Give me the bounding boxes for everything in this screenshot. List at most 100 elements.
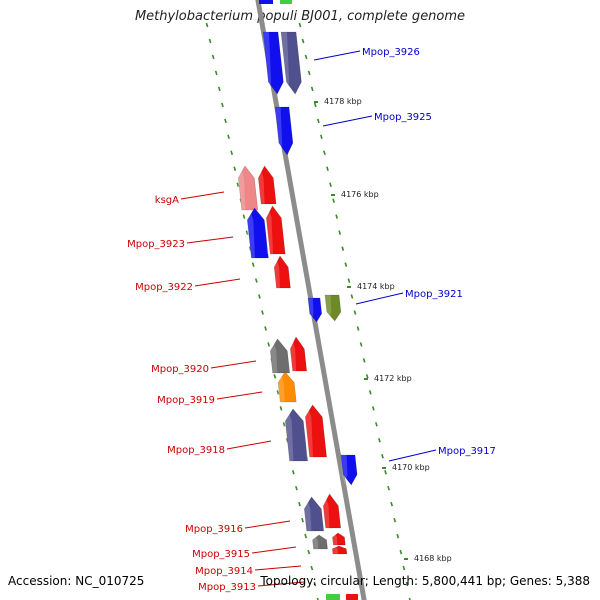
gene-label-reverse: Mpop_3914 [195,566,253,577]
gene-label-forward: Mpop_3921 [405,289,463,300]
right-track-tick [335,214,339,219]
gene-arrow-shading [275,107,283,155]
gene-label-reverse: Mpop_3916 [185,524,243,535]
right-track-tick [362,358,366,363]
left-track-tick [217,86,221,92]
gene-reverse-arrow [322,493,342,529]
gene-label-reverse: Mpop_3923 [127,239,185,250]
left-track-tick [261,310,264,315]
left-track-tick [301,517,304,523]
right-track-tick [323,150,326,156]
right-track-tick [387,485,390,491]
gene-arrow-shading [325,295,332,321]
left-track-tick [254,278,258,283]
right-track-tick [307,70,311,76]
left-track-tick [258,294,261,299]
accession-text: Accession: NC_010725 [8,574,145,588]
kbp-tick-label: 4170 kbp [392,463,430,472]
right-track-tick [393,517,397,523]
gene-label-leader [313,50,361,61]
right-track-tick [390,501,394,507]
left-track-tick [304,533,308,539]
left-track-tick [276,390,280,395]
right-track-tick [405,581,409,587]
gene-reverse-arrow [303,496,325,532]
right-track-tick [341,246,345,251]
left-track-tick [273,374,277,379]
right-track-tick [402,565,406,571]
gene-label-leader [355,292,404,305]
gene-reverse-arrow [346,594,358,600]
right-track-tick [375,422,378,427]
right-track-tick [316,118,320,124]
left-track-tick [221,102,224,108]
gene-arrow-shading [289,337,297,371]
gene-label-leader [257,581,305,587]
gene-reverse-arrow [257,165,277,205]
right-track-tick [301,38,305,44]
gene-forward-arrow [259,0,273,4]
gene-label-leader [194,278,241,287]
right-track-tick [353,310,357,315]
gene-arrow-shading [281,32,290,94]
left-track-tick [236,182,240,187]
gene-arrow-shading [246,208,255,258]
gene-arrow-shading [265,206,274,254]
left-track-tick [214,70,218,76]
right-track-tick [320,134,323,140]
gene-arrow-shading [303,497,312,531]
left-track-tick [245,230,249,235]
gene-reverse-arrow [265,205,286,255]
gene-label-reverse: Mpop_3915 [192,549,250,560]
right-track-tick [356,326,360,331]
left-track-tick [310,565,314,571]
kbp-tick-label: 4174 kbp [357,282,395,291]
left-track-tick [211,54,215,60]
gene-label-leader [210,360,257,369]
gene-reverse-arrow [273,255,291,289]
gene-forward-arrow [262,31,284,95]
gene-reverse-arrow [284,408,308,462]
right-track-tick [408,597,411,600]
gene-arrow-shading [257,166,265,204]
gene-forward-arrow [340,454,358,486]
left-track-tick [242,214,246,219]
left-track-tick [205,22,209,28]
map-title: Methylobacterium populi BJ001, complete … [134,9,466,24]
right-track-tick [347,278,351,283]
gene-label-leader [226,440,272,450]
left-track-tick [307,549,311,555]
right-track-tick [304,54,308,60]
gene-arrow-shading [304,405,314,457]
left-track-tick [282,422,286,427]
gene-arrow-shading [312,535,319,549]
left-track-tick [251,262,255,267]
right-track-tick [326,166,329,171]
right-track-tick [350,294,354,299]
right-track-tick [332,198,335,203]
gene-reverse-arrow [289,336,308,372]
gene-label-forward: Mpop_3926 [362,47,420,58]
gene-arrow-shading [277,372,285,402]
right-track-tick [399,549,403,555]
gene-arrow-shading [284,409,294,461]
gene-reverse-arrow [326,594,340,600]
right-track-tick [371,406,375,411]
gene-label-reverse: Mpop_3920 [151,364,209,375]
left-track-tick [279,406,283,411]
gene-reverse-arrow [312,534,328,550]
genome-summary-text: Topology: circular; Length: 5,800,441 bp… [260,574,590,588]
right-track-tick [313,102,317,108]
gene-label-leader [186,236,234,244]
left-track-tick [267,342,271,347]
gene-label-leader [180,191,225,200]
left-track-tick [227,134,230,140]
right-track-tick [344,262,348,267]
right-track-tick [365,374,369,379]
right-track-tick [381,454,384,459]
kbp-tick-label: 4178 kbp [324,97,362,106]
gene-arrow-shading [341,455,348,485]
left-track-tick [298,501,301,507]
gene-forward-arrow [307,297,322,323]
